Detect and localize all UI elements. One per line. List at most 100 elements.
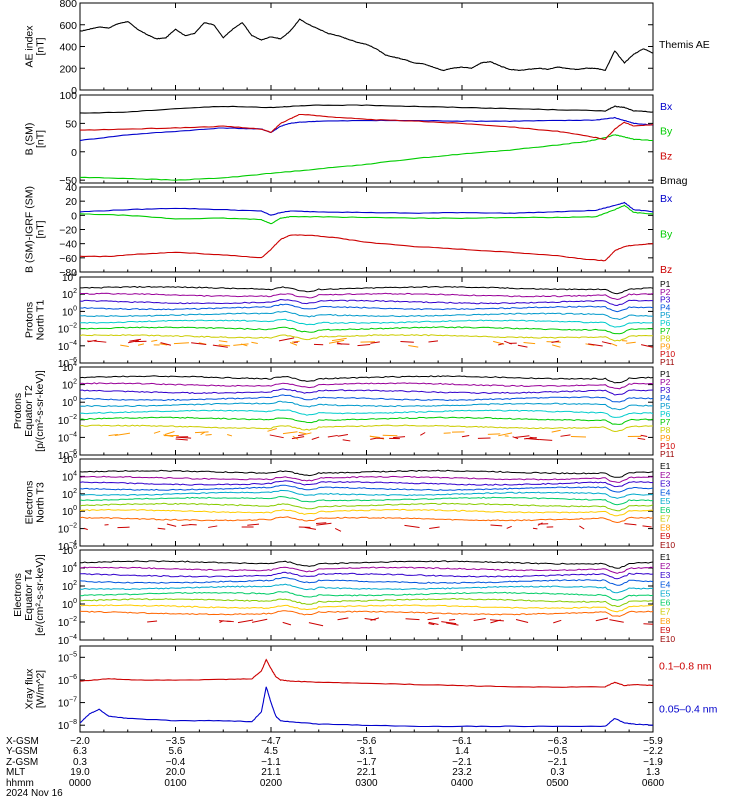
flux-sparse-segment (93, 340, 107, 343)
y-tick-label: 104 (62, 562, 77, 575)
y-tick-label: 10−4 (58, 634, 77, 647)
y-tick-label: 100 (62, 396, 77, 409)
flux-channel-line (80, 409, 653, 418)
series-line (80, 204, 653, 225)
flux-sparse-segment (337, 617, 349, 621)
legend-entry: Bz (660, 150, 672, 162)
flux-sparse-segment (551, 340, 560, 344)
flux-sparse-segment (427, 617, 440, 621)
flux-sparse-segment (291, 436, 305, 440)
flux-sparse-segment (251, 341, 258, 344)
legend-entry: E4 (660, 579, 671, 589)
flux-sparse-segment (218, 340, 228, 343)
flux-sparse-segment (114, 432, 131, 437)
flux-sparse-segment (473, 617, 486, 621)
footer-row-label: MLT (6, 767, 26, 779)
y-axis-label: AE index (24, 25, 36, 68)
legend-entry: Bx (660, 101, 673, 113)
panel-bsm: −50 0 50 100 B (SM) [nT] Bx By Bz Bmag (24, 90, 688, 187)
flux-sparse-segment (316, 522, 332, 526)
legend-entry: P7 (660, 417, 671, 427)
y-tick-label: −50 (59, 175, 77, 187)
flux-sparse-segment (303, 432, 312, 436)
flux-channel-line (80, 416, 653, 425)
flux-sparse-segment (159, 343, 168, 346)
flux-sparse-segment (267, 428, 277, 432)
y-tick-label: 102 (62, 288, 77, 301)
flux-sparse-segment (298, 434, 304, 437)
flux-sparse-segment (445, 622, 459, 626)
flux-sparse-segment (429, 526, 440, 530)
flux-channel-line (80, 566, 653, 574)
legend-entry: P8 (660, 425, 671, 435)
flux-sparse-segment (404, 524, 420, 528)
footer-value: −2.1 (547, 756, 568, 768)
legend-entry: P7 (660, 326, 671, 336)
footer-value: 0.3 (550, 767, 565, 779)
y-tick-label: 200 (59, 63, 77, 75)
flux-sparse-segment (120, 344, 129, 348)
flux-channel-line (80, 388, 653, 396)
flux-sparse-segment (420, 432, 426, 436)
footer-value: 4.5 (264, 746, 278, 758)
flux-sparse-segment (331, 337, 347, 342)
flux-sparse-segment (393, 436, 406, 439)
flux-sparse-segment (490, 619, 504, 622)
flux-channel-line (80, 480, 653, 488)
y-tick-label: 102 (62, 379, 77, 392)
flux-sparse-segment (164, 431, 175, 435)
flux-sparse-segment (342, 439, 351, 442)
y-axis-label: [p/(cm²-s-sr-keV)] (34, 370, 46, 452)
footer-value: 0000 (68, 777, 92, 789)
flux-sparse-segment (147, 620, 158, 623)
y-tick-label: 106 (62, 453, 77, 466)
y-axis-label: Electrons (12, 573, 24, 617)
flux-sparse-segment (269, 434, 284, 439)
flux-sparse-segment (316, 522, 327, 524)
flux-sparse-segment (191, 342, 207, 346)
flux-channel-line (80, 469, 653, 478)
footer-value: −1.9 (643, 756, 663, 768)
y-tick-label: −40 (59, 239, 77, 251)
legend-entry: P11 (660, 449, 675, 459)
legend-entry: E6 (660, 505, 671, 515)
flux-sparse-segment (624, 523, 637, 526)
legend-entry: E3 (660, 479, 671, 489)
flux-channel-line (80, 597, 653, 608)
footer-value: −6.3 (547, 736, 568, 747)
footer-value: 23.2 (452, 767, 472, 779)
legend-entry: P10 (660, 349, 675, 359)
y-tick-label: 104 (62, 470, 77, 483)
flux-sparse-segment (282, 621, 292, 626)
panel-frame (79, 2, 654, 91)
flux-sparse-segment (517, 344, 528, 348)
footer-value: −2.0 (70, 736, 90, 747)
flux-channel-line (80, 484, 653, 493)
y-tick-label: 102 (62, 488, 77, 501)
series-line (80, 113, 653, 140)
flux-sparse-segment (609, 619, 624, 623)
flux-channel-line (80, 400, 653, 411)
legend-entry: Bmag (660, 175, 688, 187)
y-axis-label: Xray flux (24, 668, 36, 710)
legend-entry: 0.1–0.8 nm (659, 661, 712, 673)
y-tick-label: 106 (62, 544, 77, 557)
series-line (80, 234, 653, 262)
flux-sparse-segment (579, 525, 585, 530)
flux-sparse-segment (498, 432, 513, 437)
y-axis-label: [W/m^2] (35, 670, 47, 708)
footer-value: 0400 (450, 777, 474, 789)
footer-value: −2.1 (452, 756, 472, 768)
y-tick-label: 0 (71, 85, 77, 97)
flux-sparse-segment (137, 343, 145, 346)
flux-sparse-segment (240, 343, 248, 347)
legend-entry: P2 (660, 287, 671, 297)
footer-value: 5.6 (168, 746, 183, 758)
flux-sparse-segment (166, 523, 177, 527)
series-line (80, 201, 653, 216)
y-tick-label: −20 (59, 225, 77, 237)
flux-channel-line (80, 489, 653, 499)
legend-entry: P4 (660, 393, 671, 403)
legend-entry: E3 (660, 570, 671, 580)
flux-sparse-segment (357, 344, 371, 347)
